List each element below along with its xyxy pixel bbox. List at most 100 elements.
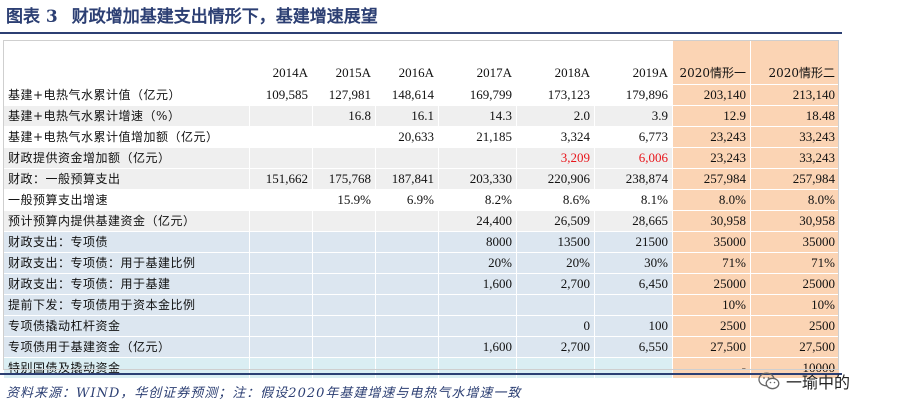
table-cell [375,315,439,337]
table-cell [249,231,313,253]
table-cell: 6,773 [594,126,673,148]
table-cell [312,357,376,379]
table-cell [312,126,376,148]
table-cell: 3.9 [594,105,673,127]
table-cell: 100 [594,315,673,337]
header-cell: 2017A [438,40,517,85]
table-cell: 20,633 [375,126,439,148]
table-cell [249,294,313,316]
table-row: 一般预算支出增速 15.9% 6.9% 8.2% 8.6% 8.1% 8.0% 8.0% [3,189,840,211]
table-cell [438,294,517,316]
table-cell: 18.48 [750,105,840,127]
table-cell: 35000 [672,231,751,253]
table-cell: 25000 [672,273,751,295]
table-row: 专项债用于基建资金（亿元） 1,600 2,700 6,550 27,500 27,500 [3,336,840,358]
table-cell [312,210,376,232]
data-table: 2014A 2015A 2016A 2017A 2018A 2019A 2020… [3,40,840,379]
table-cell [438,147,517,169]
table-cell: 6.9% [375,189,439,211]
table-row: 基建+电热气水累计增速（%） 16.8 16.1 14.3 2.0 3.9 12.9 18.4… [3,105,840,127]
table-cell: 187,841 [375,168,439,190]
table-cell [249,105,313,127]
row-label: 财政：一般预算支出 [3,168,250,190]
table-cell: 15.9% [312,189,376,211]
table-row: 财政支出：专项债 8000 13500 21500 35000 35000 [3,231,840,253]
row-label: 专项债撬动杠杆资金 [3,315,250,337]
table-cell: 8.0% [750,189,840,211]
watermark-text: 一瑜中的 [786,373,851,392]
row-label: 预计预算内提供基建资金（亿元） [3,210,250,232]
header-cell: 2018A [516,40,595,85]
table-cell: 20% [516,252,595,274]
table-cell: 203,140 [672,84,751,106]
table-cell [375,273,439,295]
figure-label: 图表 3 [6,7,58,27]
table-cell: 30,958 [672,210,751,232]
table-cell [375,252,439,274]
table-cell [516,294,595,316]
table-row: 提前下发：专项债用于资本金比例 10% 10% [3,294,840,316]
table-cell: 109,585 [249,84,313,106]
table-row: 财政支出：专项债：用于基建比例 20% 20% 30% 71% 71% [3,252,840,274]
table-cell [249,189,313,211]
table-cell: 28,665 [594,210,673,232]
table-cell: 8000 [438,231,517,253]
table-row: 基建+电热气水累计值增加额（亿元） 20,633 21,185 3,324 6,773 2… [3,126,840,148]
table-cell: 173,123 [516,84,595,106]
table-cell: 238,874 [594,168,673,190]
table-cell: 2500 [750,315,840,337]
table-cell: 8.1% [594,189,673,211]
table-cell [516,357,595,379]
header-row: 2014A 2015A 2016A 2017A 2018A 2019A 2020… [3,40,840,85]
table-row: 基建+电热气水累计值（亿元） 109,585 127,981 148,614 169,7… [3,84,840,106]
table-cell [312,315,376,337]
row-label: 财政支出：专项债：用于基建比例 [3,252,250,274]
table-cell: 151,662 [249,168,313,190]
table-cell: 257,984 [672,168,751,190]
table-cell: 169,799 [438,84,517,106]
table-cell [594,294,673,316]
table-cell [438,315,517,337]
table-cell [312,252,376,274]
table-cell: 175,768 [312,168,376,190]
figure-title-text: 财政增加基建支出情形下，基建增速展望 [71,7,378,27]
table-cell [249,126,313,148]
row-label: 财政提供资金增加额（亿元） [3,147,250,169]
table-row: 专项债撬动杠杆资金 0 100 2500 2500 [3,315,840,337]
table-cell: 16.1 [375,105,439,127]
table-cell: 25000 [750,273,840,295]
table-cell [249,252,313,274]
table-cell [312,231,376,253]
table-cell: 2,700 [516,336,595,358]
row-label: 财政支出：专项债 [3,231,250,253]
header-cell [3,40,250,85]
row-label: 基建+电热气水累计值增加额（亿元） [3,126,250,148]
table-cell: 148,614 [375,84,439,106]
table-cell: 3,209 [516,147,595,169]
table-cell: 27,500 [672,336,751,358]
table-row: 财政提供资金增加额（亿元） 3,209 6,006 23,243 33,243 [3,147,840,169]
source-note: 资料来源：WIND，华创证券预测；注：假设2020年基建增速与电热气水增速一致 [6,386,522,401]
row-label: 一般预算支出增速 [3,189,250,211]
table-cell: 6,450 [594,273,673,295]
table-cell [312,294,376,316]
table-cell [594,357,673,379]
table-cell [375,357,439,379]
table-cell: 21,185 [438,126,517,148]
table-cell: 71% [672,252,751,274]
table-cell: 213,140 [750,84,840,106]
table-cell: 8.6% [516,189,595,211]
title-rule [0,32,842,34]
table-cell [312,273,376,295]
table-cell [375,210,439,232]
table-cell: 2500 [672,315,751,337]
table-row: 财政：一般预算支出 151,662 175,768 187,841 203,330 220… [3,168,840,190]
table-cell: 10% [672,294,751,316]
row-label: 专项债用于基建资金（亿元） [3,336,250,358]
table-cell [249,336,313,358]
table-cell: 23,243 [672,126,751,148]
table-cell [249,315,313,337]
table-cell [375,336,439,358]
table-cell: 220,906 [516,168,595,190]
table-cell: 30,958 [750,210,840,232]
